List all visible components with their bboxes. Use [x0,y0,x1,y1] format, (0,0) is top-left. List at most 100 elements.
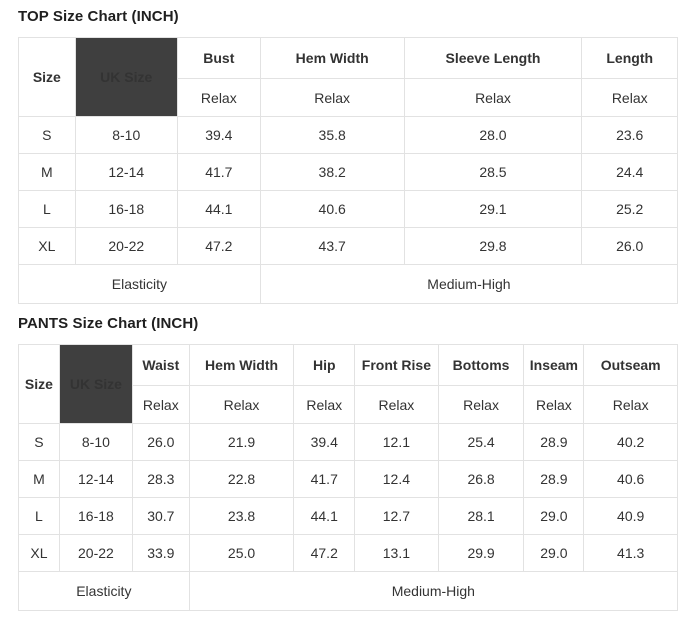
top-fit-cell: Relax [403,78,583,117]
value-cell: 44.1 [176,190,261,228]
value-cell: 35.8 [259,116,405,154]
value-cell: 28.5 [403,153,583,191]
value-cell: 47.2 [176,227,261,265]
value-cell: 40.6 [583,460,678,498]
value-cell: 25.0 [188,534,295,572]
uk-size-cell: 20-22 [58,534,133,572]
value-cell: 12.4 [354,460,439,498]
value-cell: 13.1 [354,534,439,572]
value-cell: 33.9 [131,534,190,572]
value-cell: 28.9 [523,460,585,498]
pants-column-header-hip: Hip [293,344,356,386]
pants-row-l: L 16-18 30.7 23.8 44.1 12.7 28.1 29.0 40… [18,497,678,535]
pants-column-header-waist: Waist [131,344,190,386]
top-column-header-bust: Bust [176,37,261,79]
uk-size-cell: 8-10 [58,423,133,461]
pants-header-uk-size: UK Size [58,344,133,424]
pants-fit-cell: Relax [188,385,295,424]
top-row-s: S 8-10 39.4 35.8 28.0 23.6 [18,116,678,154]
size-cell: XL [18,227,76,265]
uk-size-cell: 8-10 [74,116,178,154]
value-cell: 28.0 [403,116,583,154]
elasticity-value: Medium-High [259,264,679,304]
value-cell: 12.7 [354,497,439,535]
value-cell: 21.9 [188,423,295,461]
top-row-xl: XL 20-22 47.2 43.7 29.8 26.0 [18,227,678,265]
top-size-table: Size UK Size Bust Hem Width Sleeve Lengt… [18,37,679,304]
uk-size-cell: 16-18 [58,497,133,535]
value-cell: 28.1 [437,497,525,535]
pants-fit-cell: Relax [131,385,190,424]
value-cell: 41.7 [176,153,261,191]
uk-size-cell: 16-18 [74,190,178,228]
elasticity-label: Elasticity [18,264,261,304]
value-cell: 26.0 [581,227,678,265]
size-cell: S [18,423,60,461]
pants-column-header-hem-width: Hem Width [188,344,295,386]
value-cell: 41.3 [583,534,678,572]
uk-size-cell: 12-14 [58,460,133,498]
top-column-header-sleeve-length: Sleeve Length [403,37,583,79]
pants-fit-cell: Relax [354,385,439,424]
value-cell: 47.2 [293,534,356,572]
value-cell: 26.8 [437,460,525,498]
size-cell: S [18,116,76,154]
pants-column-header-outseam: Outseam [583,344,678,386]
pants-column-header-inseam: Inseam [523,344,585,386]
value-cell: 39.4 [293,423,356,461]
size-cell: XL [18,534,60,572]
pants-fit-cell: Relax [293,385,356,424]
value-cell: 38.2 [259,153,405,191]
top-header-uk-size: UK Size [74,37,178,117]
top-fit-cell: Relax [581,78,678,117]
value-cell: 44.1 [293,497,356,535]
top-row-l: L 16-18 44.1 40.6 29.1 25.2 [18,190,678,228]
top-header-size: Size [18,37,76,117]
value-cell: 26.0 [131,423,190,461]
value-cell: 29.0 [523,497,585,535]
top-elasticity-row: Elasticity Medium-High [18,264,679,304]
uk-size-cell: 20-22 [74,227,178,265]
uk-size-cell: 12-14 [74,153,178,191]
top-row-m: M 12-14 41.7 38.2 28.5 24.4 [18,153,678,191]
pants-chart-title: PANTS Size Chart (INCH) [18,315,199,332]
top-chart-title: TOP Size Chart (INCH) [18,8,179,25]
pants-fit-cell: Relax [583,385,678,424]
size-cell: M [18,153,76,191]
size-cell: L [18,497,60,535]
value-cell: 28.3 [131,460,190,498]
value-cell: 12.1 [354,423,439,461]
elasticity-value: Medium-High [188,571,679,611]
pants-column-header-bottoms: Bottoms [437,344,525,386]
elasticity-label: Elasticity [18,571,190,611]
pants-row-s: S 8-10 26.0 21.9 39.4 12.1 25.4 28.9 40.… [18,423,678,461]
value-cell: 40.9 [583,497,678,535]
value-cell: 40.2 [583,423,678,461]
pants-elasticity-row: Elasticity Medium-High [18,571,679,611]
pants-header-size: Size [18,344,60,424]
value-cell: 25.4 [437,423,525,461]
top-fit-cell: Relax [259,78,405,117]
value-cell: 24.4 [581,153,678,191]
pants-fit-cell: Relax [523,385,585,424]
pants-fit-cell: Relax [437,385,525,424]
value-cell: 28.9 [523,423,585,461]
pants-row-xl: XL 20-22 33.9 25.0 47.2 13.1 29.9 29.0 4… [18,534,678,572]
pants-column-header-front-rise: Front Rise [354,344,439,386]
size-cell: L [18,190,76,228]
value-cell: 41.7 [293,460,356,498]
top-column-header-hem-width: Hem Width [259,37,405,79]
pants-size-table: Size UK Size Waist Hem Width Hip Front R… [18,344,679,611]
size-cell: M [18,460,60,498]
value-cell: 43.7 [259,227,405,265]
value-cell: 39.4 [176,116,261,154]
top-column-header-length: Length [581,37,678,79]
value-cell: 29.8 [403,227,583,265]
value-cell: 30.7 [131,497,190,535]
value-cell: 25.2 [581,190,678,228]
value-cell: 29.0 [523,534,585,572]
value-cell: 23.6 [581,116,678,154]
value-cell: 40.6 [259,190,405,228]
top-fit-cell: Relax [176,78,261,117]
